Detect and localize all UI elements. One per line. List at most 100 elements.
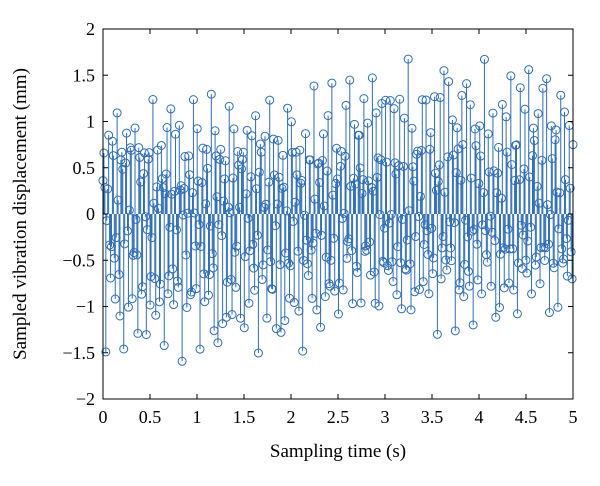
data-point-marker (193, 176, 203, 186)
data-point-marker (551, 125, 561, 135)
data-point-marker (280, 316, 290, 326)
data-point-marker (325, 281, 335, 291)
data-point-marker (508, 244, 518, 254)
data-point-marker (479, 54, 489, 64)
data-point-marker (422, 226, 432, 236)
data-point-marker (107, 136, 117, 146)
data-point-marker (110, 294, 120, 304)
data-point-marker (346, 181, 356, 191)
data-point-marker (454, 285, 464, 295)
data-point-marker (306, 245, 316, 255)
data-point-marker (155, 297, 165, 307)
data-point-marker (519, 164, 529, 174)
data-point-marker (309, 81, 319, 91)
data-point-marker (289, 298, 299, 308)
data-point-marker (187, 188, 197, 198)
data-point-marker (483, 129, 493, 139)
data-point-marker (115, 311, 125, 321)
data-point-marker (350, 179, 360, 189)
ticks-layer (102, 28, 574, 400)
data-point-marker (176, 181, 186, 191)
data-point-marker (133, 328, 143, 338)
data-point-marker (99, 148, 109, 158)
data-point-marker (490, 236, 500, 246)
data-point-marker (143, 154, 153, 164)
data-point-marker (236, 313, 246, 323)
data-point-marker (203, 163, 213, 173)
data-point-marker (555, 188, 565, 198)
data-point-marker (162, 123, 172, 133)
data-point-marker (498, 243, 508, 253)
data-point-marker (369, 267, 379, 277)
data-point-marker (557, 244, 567, 254)
y-tick-label: −2 (76, 389, 95, 409)
data-point-marker (457, 90, 467, 100)
data-point-marker (261, 199, 271, 209)
data-point-marker (226, 275, 236, 285)
data-point-marker (467, 226, 477, 236)
data-point-marker (504, 278, 514, 288)
data-point-marker (385, 95, 395, 105)
data-point-marker (494, 142, 504, 152)
data-point-marker (313, 159, 323, 169)
data-point-marker (251, 111, 261, 121)
data-point-marker (236, 164, 246, 174)
data-point-marker (310, 194, 320, 204)
data-point-marker (371, 108, 381, 118)
data-point-marker (413, 146, 423, 156)
data-point-marker (434, 160, 444, 170)
data-point-marker (237, 155, 247, 165)
data-point-marker (245, 246, 255, 256)
data-point-marker (166, 104, 176, 114)
data-point-marker (549, 263, 559, 273)
data-point-marker (376, 155, 386, 165)
data-point-marker (207, 249, 217, 259)
data-point-marker (375, 210, 385, 220)
y-axis-label: Sampled vibration displacement (mm) (10, 68, 31, 360)
data-point-marker (305, 155, 315, 165)
data-point-marker (430, 92, 440, 102)
data-point-marker (479, 188, 489, 198)
data-point-marker (567, 274, 577, 284)
data-point-marker (348, 299, 358, 309)
data-point-marker (141, 330, 151, 340)
data-point-marker (545, 210, 555, 220)
data-point-marker (138, 282, 148, 292)
data-point-marker (131, 214, 141, 224)
data-point-marker (438, 231, 448, 241)
data-point-marker (278, 150, 288, 160)
data-point-marker (450, 326, 460, 336)
data-point-marker (260, 131, 270, 141)
data-point-marker (532, 181, 542, 191)
data-point-marker (145, 300, 155, 310)
data-point-marker (205, 221, 215, 231)
data-point-marker (292, 170, 302, 180)
data-point-marker (345, 75, 355, 85)
data-point-marker (199, 269, 209, 279)
data-point-marker (338, 285, 348, 295)
x-tick-label: 2 (287, 407, 296, 427)
data-point-marker (424, 289, 434, 299)
data-point-marker (118, 164, 128, 174)
data-point-marker (252, 230, 262, 240)
data-point-marker (334, 278, 344, 288)
data-point-marker (528, 123, 538, 133)
data-point-marker (200, 297, 210, 307)
data-point-marker (148, 95, 158, 105)
data-point-marker (268, 284, 278, 294)
data-point-marker (320, 292, 330, 302)
data-point-marker (147, 233, 157, 243)
data-point-marker (225, 208, 235, 218)
data-point-marker (106, 242, 116, 252)
x-tick-label: 1.5 (233, 407, 256, 427)
data-point-marker (281, 248, 291, 258)
data-point-marker (518, 230, 528, 240)
data-point-marker (106, 273, 116, 283)
data-point-marker (514, 175, 524, 185)
data-point-marker (178, 210, 188, 220)
data-point-marker (472, 239, 482, 249)
data-point-marker (208, 263, 218, 273)
data-point-marker (499, 283, 509, 293)
data-point-marker (140, 212, 150, 222)
data-point-marker (469, 225, 479, 235)
